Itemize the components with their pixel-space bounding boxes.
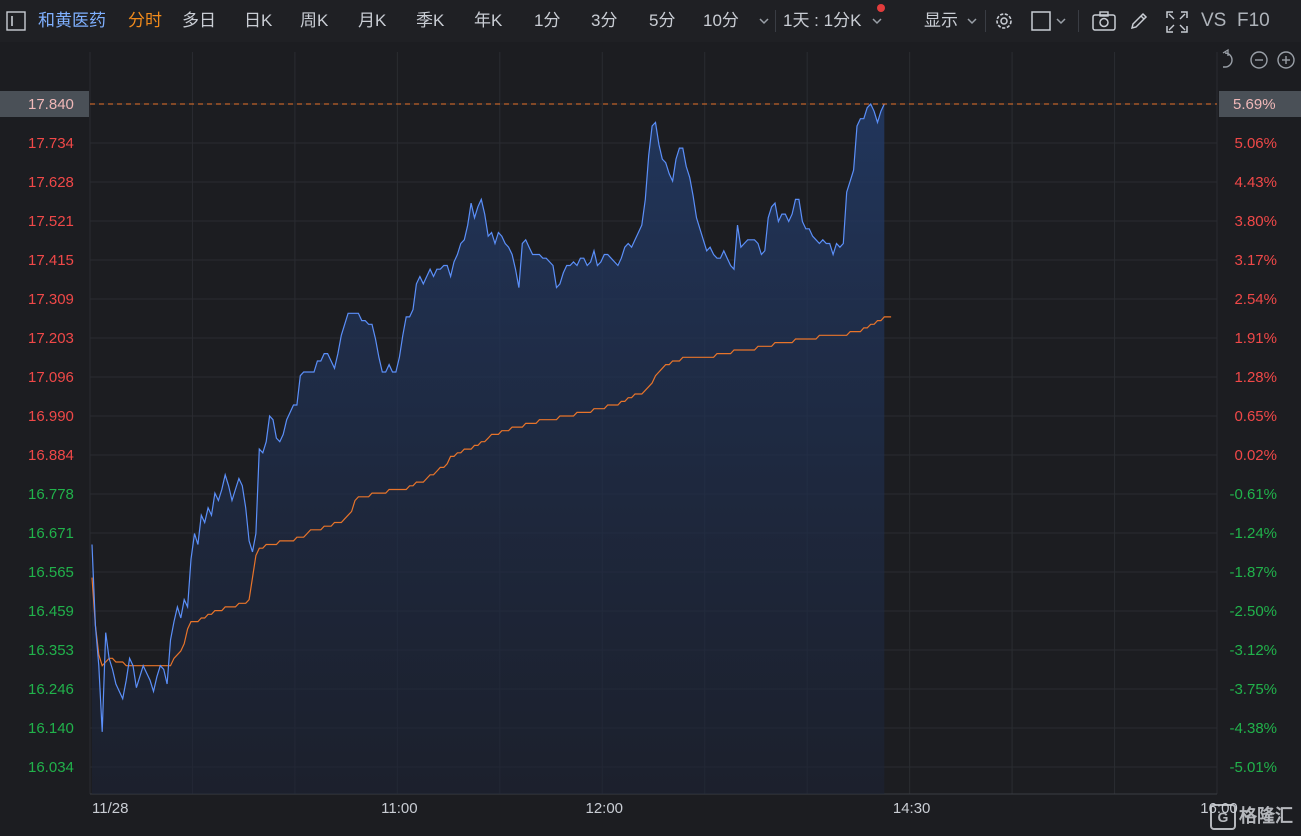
y-tick-left: 17.203 xyxy=(28,330,74,347)
zoom-out-icon[interactable] xyxy=(1250,51,1268,69)
y-tick-left: 16.246 xyxy=(28,681,74,698)
y-tick-left: 16.353 xyxy=(28,642,74,659)
toolbar: 和黄医药 分时 多日 日K 周K 月K 季K 年K 1分 3分 5分 10分 1… xyxy=(0,0,1301,43)
current-pct-label: 5.69% xyxy=(1233,96,1276,113)
layout-square-icon[interactable] xyxy=(1031,11,1053,31)
stock-list-icon[interactable] xyxy=(6,11,26,31)
y-tick-left: 16.459 xyxy=(28,603,74,620)
zoom-controls xyxy=(1222,48,1295,69)
price-area-fill xyxy=(92,104,885,794)
y-tick-right: -3.12% xyxy=(1229,642,1277,659)
vs-button[interactable]: VS xyxy=(1201,10,1227,31)
y-tick-right: 0.02% xyxy=(1234,447,1277,464)
x-tick-label: 14:30 xyxy=(893,800,931,817)
y-tick-right: -0.61% xyxy=(1229,486,1277,503)
current-price-label: 17.840 xyxy=(28,96,74,113)
y-tick-right: 2.54% xyxy=(1234,291,1277,308)
y-tick-right: -1.87% xyxy=(1229,564,1277,581)
x-tick-label: 12:00 xyxy=(585,800,623,817)
tab-weekly-k[interactable]: 周K xyxy=(300,11,329,30)
x-tick-label: 11:00 xyxy=(381,800,417,817)
toolbar-divider xyxy=(1078,10,1079,32)
tab-3min[interactable]: 3分 xyxy=(591,11,618,30)
y-axis-left: 17.840 17.734 17.628 17.521 17.415 17.309 17.2… xyxy=(0,91,89,776)
pencil-icon[interactable] xyxy=(1128,10,1150,32)
price-line xyxy=(91,102,885,732)
notification-dot xyxy=(877,4,885,12)
f10-button[interactable]: F10 xyxy=(1237,10,1270,31)
price-series xyxy=(91,102,885,732)
tab-monthly-k[interactable]: 月K xyxy=(358,11,387,30)
stock-name: 和黄医药 xyxy=(38,11,106,30)
y-tick-right: -4.38% xyxy=(1229,720,1277,737)
tab-quarterly-k[interactable]: 季K xyxy=(416,11,445,30)
reset-icon[interactable] xyxy=(1222,48,1233,68)
y-tick-left: 16.778 xyxy=(28,486,74,503)
toolbar-divider xyxy=(985,10,986,32)
brand-name: 格隆汇 xyxy=(1239,805,1293,826)
y-tick-left: 16.565 xyxy=(28,564,74,581)
price-area xyxy=(92,104,885,794)
brand-logo: G xyxy=(1210,804,1236,830)
tab-daily-k[interactable]: 日K xyxy=(244,11,273,30)
chevron-down-icon[interactable] xyxy=(966,16,978,26)
chevron-down-icon[interactable] xyxy=(758,16,770,26)
y-tick-right: 3.17% xyxy=(1234,252,1277,269)
y-axis-right: 5.69% 5.06% 4.43% 3.80% 3.17% 2.54% 1.91% 1.28%… xyxy=(1219,91,1301,776)
y-tick-left: 17.309 xyxy=(28,291,74,308)
tab-10min[interactable]: 10分 xyxy=(703,11,739,30)
avg-price-series xyxy=(91,316,892,667)
y-tick-right: 1.28% xyxy=(1234,369,1277,386)
y-tick-left: 17.521 xyxy=(28,213,74,230)
y-tick-right: 5.06% xyxy=(1234,135,1277,152)
y-tick-right: -1.24% xyxy=(1229,525,1277,542)
camera-icon[interactable] xyxy=(1092,11,1116,31)
fullscreen-icon[interactable] xyxy=(1165,10,1189,34)
tab-1min[interactable]: 1分 xyxy=(534,11,561,30)
y-tick-left: 17.628 xyxy=(28,174,74,191)
y-tick-left: 16.671 xyxy=(28,525,74,542)
gear-icon[interactable] xyxy=(993,10,1015,32)
y-tick-left: 17.096 xyxy=(28,369,74,386)
y-tick-right: -3.75% xyxy=(1229,681,1277,698)
average-price-line xyxy=(91,316,892,667)
y-tick-right: 0.65% xyxy=(1234,408,1277,425)
x-tick-label: 11/28 xyxy=(92,800,128,817)
y-tick-left: 16.884 xyxy=(28,447,74,464)
chevron-down-icon[interactable] xyxy=(1055,16,1067,26)
period-select[interactable]: 1天 : 1分K xyxy=(783,11,862,30)
y-tick-right: 4.43% xyxy=(1234,174,1277,191)
tab-5min[interactable]: 5分 xyxy=(649,11,676,30)
intraday-chart[interactable]: 17.840 17.734 17.628 17.521 17.415 17.309 17.2… xyxy=(0,42,1301,836)
chevron-down-icon[interactable] xyxy=(871,16,883,26)
y-tick-right: -5.01% xyxy=(1229,759,1277,776)
y-tick-left: 16.140 xyxy=(28,720,74,737)
tab-intraday[interactable]: 分时 xyxy=(128,11,162,30)
y-tick-left: 17.734 xyxy=(28,135,74,152)
y-tick-left: 16.990 xyxy=(28,408,74,425)
current-price-box xyxy=(0,91,89,117)
y-tick-right: 3.80% xyxy=(1234,213,1277,230)
zoom-in-icon[interactable] xyxy=(1277,51,1295,69)
y-tick-right: -2.50% xyxy=(1229,603,1277,620)
current-pct-box xyxy=(1219,91,1301,117)
toolbar-divider xyxy=(775,10,776,32)
display-menu[interactable]: 显示 xyxy=(924,11,958,30)
tab-multi-day[interactable]: 多日 xyxy=(182,11,216,30)
y-tick-left: 17.415 xyxy=(28,252,74,269)
y-tick-left: 16.034 xyxy=(28,759,74,776)
y-tick-right: 1.91% xyxy=(1234,330,1277,347)
brand-watermark: G 格隆汇 xyxy=(1210,802,1293,830)
tab-yearly-k[interactable]: 年K xyxy=(474,11,503,30)
